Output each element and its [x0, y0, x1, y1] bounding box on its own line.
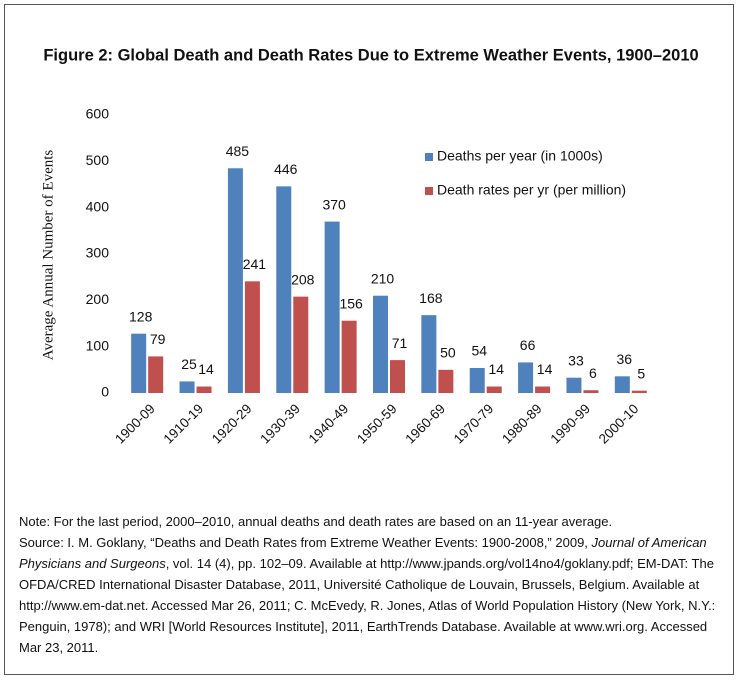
bar — [421, 315, 437, 393]
source: Source: I. M. Goklany, “Deaths and Death… — [19, 532, 725, 658]
value-label: 485 — [226, 143, 250, 159]
value-label: 241 — [243, 256, 267, 272]
bar — [438, 369, 454, 393]
value-label: 156 — [339, 295, 363, 311]
x-tick-label: 1960-69 — [402, 401, 448, 447]
value-label: 210 — [371, 270, 395, 286]
legend-label: Death rates per yr (per million) — [437, 182, 626, 198]
value-label: 54 — [471, 343, 487, 359]
source-text: , vol. 14 (4), pp. 102–09. Available at … — [19, 556, 716, 655]
bar — [469, 367, 485, 393]
x-tick-label: 1990-99 — [547, 401, 593, 447]
x-tick-label: 1950-59 — [354, 401, 400, 447]
figure-frame: Figure 2: Global Death and Death Rates D… — [4, 4, 734, 675]
note: Note: For the last period, 2000–2010, an… — [19, 514, 613, 529]
bar — [341, 320, 357, 393]
value-label: 6 — [589, 365, 597, 381]
x-tick-label: 2000-10 — [596, 401, 642, 447]
value-label: 446 — [274, 161, 298, 177]
chart: Figure 2: Global Death and Death Rates D… — [40, 46, 698, 447]
bar — [293, 296, 309, 393]
y-tick-label: 400 — [86, 198, 110, 214]
value-label: 36 — [617, 351, 633, 367]
value-label: 14 — [198, 361, 214, 377]
x-tick-label: 1940-49 — [306, 401, 352, 447]
value-label: 168 — [419, 290, 443, 306]
bar — [583, 390, 599, 393]
value-label: 128 — [129, 308, 153, 324]
bar — [227, 168, 243, 393]
x-tick-label: 1970-79 — [451, 401, 497, 447]
value-label: 50 — [440, 345, 456, 361]
x-tick-label: 1980-89 — [499, 401, 545, 447]
value-label: 33 — [568, 352, 584, 368]
value-label: 71 — [392, 335, 408, 351]
bar — [486, 386, 502, 393]
value-label: 14 — [537, 361, 553, 377]
legend-swatch — [425, 153, 433, 161]
bar — [535, 386, 551, 393]
bar — [373, 295, 388, 393]
y-tick-label: 300 — [86, 245, 110, 261]
value-label: 5 — [637, 365, 645, 381]
y-tick-label: 500 — [86, 152, 110, 168]
value-label: 208 — [291, 271, 315, 287]
value-label: 370 — [322, 196, 346, 212]
value-label: 79 — [150, 331, 166, 347]
notes: Note: For the last period, 2000–2010, an… — [19, 511, 725, 658]
bar — [148, 356, 164, 393]
bar — [131, 333, 147, 393]
bar — [324, 221, 340, 393]
bar — [631, 390, 647, 393]
y-tick-label: 0 — [101, 384, 109, 400]
bar — [390, 360, 405, 393]
journal: Journal of American Physicians and Surge… — [19, 535, 707, 571]
bar — [518, 362, 534, 393]
bar — [276, 186, 292, 393]
bar — [244, 281, 260, 393]
x-tick-label: 1900-09 — [112, 401, 158, 447]
bar — [179, 381, 195, 393]
value-label: 25 — [181, 356, 197, 372]
x-tick-label: 1930-39 — [257, 401, 303, 447]
bar — [196, 386, 212, 393]
legend-swatch — [425, 187, 433, 195]
y-axis-label: Average Annual Number of Events — [40, 150, 56, 361]
source-text: Source: I. M. Goklany, “Deaths and Death… — [19, 535, 592, 550]
value-label: 66 — [520, 337, 536, 353]
y-tick-label: 600 — [86, 106, 110, 122]
bar — [614, 376, 630, 393]
x-tick-label: 1920-29 — [209, 401, 255, 447]
bar — [566, 377, 582, 393]
legend-label: Deaths per year (in 1000s) — [437, 148, 603, 164]
value-label: 14 — [488, 361, 504, 377]
y-tick-label: 200 — [86, 291, 110, 307]
x-tick-label: 1910-19 — [161, 401, 207, 447]
chart-title: Figure 2: Global Death and Death Rates D… — [43, 46, 698, 64]
y-tick-label: 100 — [86, 337, 110, 353]
